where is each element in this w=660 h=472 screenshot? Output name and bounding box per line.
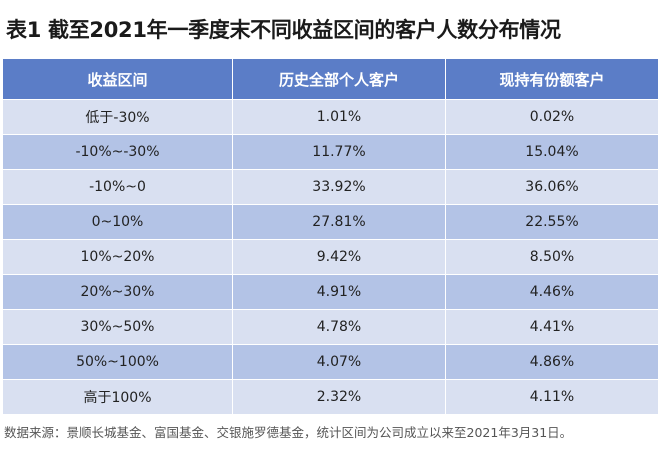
header-return-range: 收益区间 <box>2 58 233 100</box>
table-row: 0~10% 27.81% 22.55% <box>2 204 659 240</box>
table-row: 高于100% 2.32% 4.11% <box>2 379 659 415</box>
cell-all-customers: 1.01% <box>232 99 446 135</box>
table-title: 表1 截至2021年一季度末不同收益区间的客户人数分布情况 <box>6 18 561 42</box>
table-header-row: 收益区间 历史全部个人客户 现持有份额客户 <box>2 58 659 100</box>
cell-current-holders: 4.46% <box>445 274 659 310</box>
table-row: 低于-30% 1.01% 0.02% <box>2 99 659 135</box>
cell-all-customers: 4.07% <box>232 344 446 380</box>
cell-return-range: 0~10% <box>2 204 233 240</box>
header-current-holders: 现持有份额客户 <box>445 58 659 100</box>
cell-return-range: 30%~50% <box>2 309 233 345</box>
cell-current-holders: 4.86% <box>445 344 659 380</box>
cell-return-range: -10%~-30% <box>2 134 233 170</box>
cell-return-range: -10%~0 <box>2 169 233 205</box>
cell-return-range: 高于100% <box>2 379 233 415</box>
cell-return-range: 低于-30% <box>2 99 233 135</box>
table-row: 10%~20% 9.42% 8.50% <box>2 239 659 275</box>
cell-return-range: 50%~100% <box>2 344 233 380</box>
cell-return-range: 10%~20% <box>2 239 233 275</box>
cell-all-customers: 9.42% <box>232 239 446 275</box>
cell-all-customers: 2.32% <box>232 379 446 415</box>
cell-return-range: 20%~30% <box>2 274 233 310</box>
cell-current-holders: 15.04% <box>445 134 659 170</box>
cell-all-customers: 11.77% <box>232 134 446 170</box>
source-note: 数据来源：景顺长城基金、富国基金、交银施罗德基金，统计区间为公司成立以来至202… <box>4 425 573 440</box>
table-row: -10%~0 33.92% 36.06% <box>2 169 659 205</box>
cell-current-holders: 0.02% <box>445 99 659 135</box>
cell-current-holders: 8.50% <box>445 239 659 275</box>
cell-current-holders: 36.06% <box>445 169 659 205</box>
cell-all-customers: 4.91% <box>232 274 446 310</box>
header-all-customers: 历史全部个人客户 <box>232 58 446 100</box>
table-row: 30%~50% 4.78% 4.41% <box>2 309 659 345</box>
table-row: 50%~100% 4.07% 4.86% <box>2 344 659 380</box>
table-row: 20%~30% 4.91% 4.46% <box>2 274 659 310</box>
cell-current-holders: 4.11% <box>445 379 659 415</box>
cell-current-holders: 22.55% <box>445 204 659 240</box>
customer-distribution-table: 收益区间 历史全部个人客户 现持有份额客户 低于-30% 1.01% 0.02%… <box>2 58 659 415</box>
table-row: -10%~-30% 11.77% 15.04% <box>2 134 659 170</box>
cell-all-customers: 27.81% <box>232 204 446 240</box>
cell-current-holders: 4.41% <box>445 309 659 345</box>
cell-all-customers: 4.78% <box>232 309 446 345</box>
cell-all-customers: 33.92% <box>232 169 446 205</box>
